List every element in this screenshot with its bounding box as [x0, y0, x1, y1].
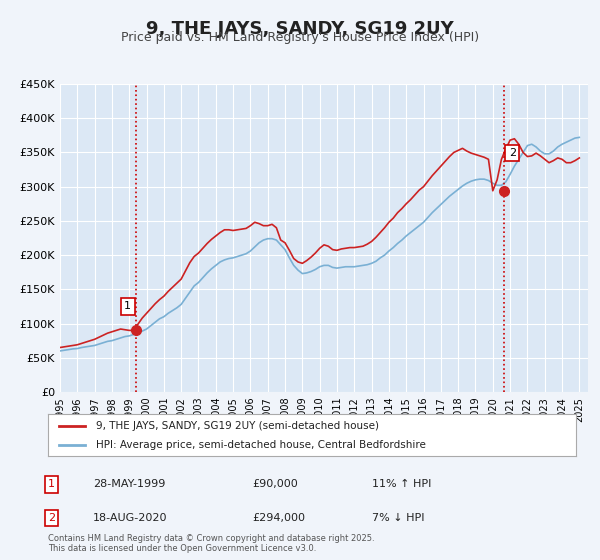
Text: 18-AUG-2020: 18-AUG-2020 [93, 513, 167, 523]
Text: 1: 1 [124, 301, 131, 311]
Text: HPI: Average price, semi-detached house, Central Bedfordshire: HPI: Average price, semi-detached house,… [95, 440, 425, 450]
Text: Contains HM Land Registry data © Crown copyright and database right 2025.
This d: Contains HM Land Registry data © Crown c… [48, 534, 374, 553]
Text: £90,000: £90,000 [252, 479, 298, 489]
Text: 2: 2 [509, 148, 516, 158]
Text: 7% ↓ HPI: 7% ↓ HPI [372, 513, 425, 523]
Text: 9, THE JAYS, SANDY, SG19 2UY: 9, THE JAYS, SANDY, SG19 2UY [146, 20, 454, 38]
Text: 2: 2 [48, 513, 55, 523]
Text: 1: 1 [48, 479, 55, 489]
Text: 28-MAY-1999: 28-MAY-1999 [93, 479, 166, 489]
Text: £294,000: £294,000 [252, 513, 305, 523]
Text: 9, THE JAYS, SANDY, SG19 2UY (semi-detached house): 9, THE JAYS, SANDY, SG19 2UY (semi-detac… [95, 421, 379, 431]
Text: Price paid vs. HM Land Registry's House Price Index (HPI): Price paid vs. HM Land Registry's House … [121, 31, 479, 44]
Text: 11% ↑ HPI: 11% ↑ HPI [372, 479, 431, 489]
